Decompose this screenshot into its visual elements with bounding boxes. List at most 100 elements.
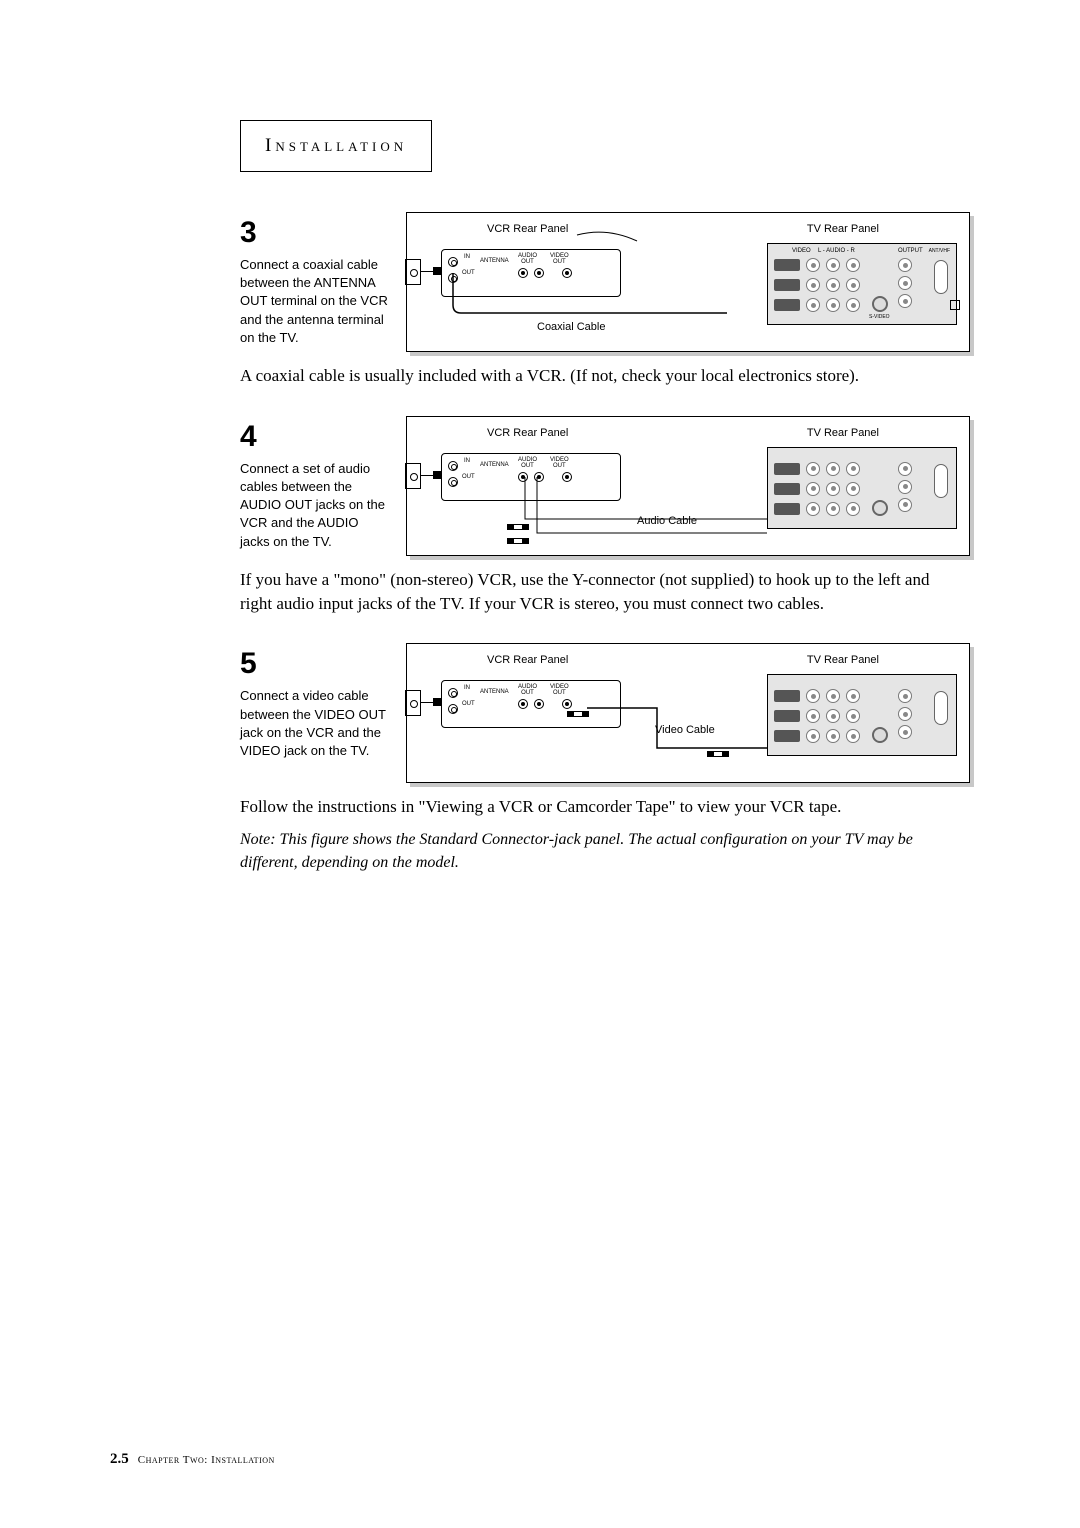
coax-cable-icon <box>447 273 747 333</box>
jack-icon <box>846 258 860 272</box>
page-number: 2.5 <box>110 1451 129 1467</box>
svideo-icon <box>872 727 888 743</box>
chip-icon <box>774 710 800 722</box>
vcr-out-label: OUT <box>462 701 475 707</box>
jack-icon <box>806 482 820 496</box>
jack-icon <box>898 276 912 290</box>
video-plug-right <box>707 744 729 762</box>
jack-icon <box>898 462 912 476</box>
jack-icon <box>846 729 860 743</box>
jack-icon <box>846 502 860 516</box>
output-col <box>898 462 912 512</box>
step-3-diagram: VCR Rear Panel TV Rear Panel IN ANTENNA … <box>406 212 970 352</box>
output-col <box>898 689 912 739</box>
step-3-text: 3 Connect a coaxial cable between the AN… <box>240 212 390 352</box>
jack-icon <box>826 258 840 272</box>
cable-plug-icon <box>433 471 441 479</box>
jack-icon <box>846 709 860 723</box>
vcr-out-label: OUT <box>462 474 475 480</box>
chapter-label: Chapter Two: Installation <box>138 1454 275 1466</box>
jack-icon <box>898 480 912 494</box>
vcr-video-label: VIDEO OUT <box>550 457 569 469</box>
step-5-number: 5 <box>240 643 390 685</box>
jack-icon <box>846 482 860 496</box>
tv-row-3 <box>774 298 860 312</box>
jack-icon <box>826 482 840 496</box>
jack-icon <box>846 462 860 476</box>
text-after-step-3: A coaxial cable is usually included with… <box>240 364 960 388</box>
text-after-step-5: Follow the instructions in "Viewing a VC… <box>240 795 960 819</box>
text-after-step-4: If you have a "mono" (non-stereo) VCR, u… <box>240 568 960 616</box>
coax-out-icon <box>448 701 458 719</box>
step-4-diagram: VCR Rear Panel TV Rear Panel IN ANTENNA … <box>406 416 970 556</box>
tv-hdr-video: VIDEO <box>792 248 811 254</box>
page: Installation 3 Connect a coaxial cable b… <box>0 0 1080 1528</box>
vcr-ant-label: ANTENNA <box>480 258 509 264</box>
tv-panel: VIDEO L - AUDIO - R OUTPUT <box>767 243 957 325</box>
jack-icon <box>826 462 840 476</box>
step-3: 3 Connect a coaxial cable between the AN… <box>240 212 970 352</box>
wall-plate-icon <box>405 259 421 285</box>
audio-cable-icon <box>517 477 777 547</box>
tv-row-2 <box>774 482 860 496</box>
jack-icon <box>806 278 820 292</box>
chip-icon <box>774 730 800 742</box>
vcr-audio-label: AUDIO OUT <box>518 684 537 696</box>
tv-row-3 <box>774 729 860 743</box>
jack-icon <box>898 498 912 512</box>
jack-icon <box>826 502 840 516</box>
jack-icon <box>898 258 912 272</box>
step-5-text: 5 Connect a video cable between the VIDE… <box>240 643 390 783</box>
svideo-icon <box>872 500 888 516</box>
audio-r-jack-icon <box>534 699 544 709</box>
tv-panel <box>767 674 957 756</box>
vcr-rear-label: VCR Rear Panel <box>487 654 568 666</box>
jack-icon <box>806 729 820 743</box>
vcr-audio-label: AUDIO OUT <box>518 457 537 469</box>
step-4-number: 4 <box>240 416 390 458</box>
tv-rear-label: TV Rear Panel <box>807 654 879 666</box>
input2-chip-icon <box>774 279 800 291</box>
jack-icon <box>806 258 820 272</box>
vcr-rear-label: VCR Rear Panel <box>487 427 568 439</box>
jack-icon <box>898 707 912 721</box>
step-4: 4 Connect a set of audio cables between … <box>240 416 970 556</box>
jack-icon <box>898 294 912 308</box>
vcr-ant-label: ANTENNA <box>480 462 509 468</box>
svideo-icon <box>872 296 888 312</box>
jack-icon <box>806 502 820 516</box>
jack-icon <box>826 278 840 292</box>
tv-panel <box>767 447 957 529</box>
ant-label: ANT/VHF <box>929 248 950 254</box>
step-5-diagram: VCR Rear Panel TV Rear Panel IN ANTENNA … <box>406 643 970 783</box>
note-text: Note: This figure shows the Standard Con… <box>240 829 960 874</box>
chip-icon <box>774 690 800 702</box>
tv-row-2 <box>774 709 860 723</box>
jack-icon <box>846 298 860 312</box>
input1-chip-icon <box>774 259 800 271</box>
tv-row-1 <box>774 462 860 476</box>
tv-rear-label: TV Rear Panel <box>807 427 879 439</box>
tv-row-1 <box>774 689 860 703</box>
cable-plug-icon <box>433 267 441 275</box>
vcr-ant-label: ANTENNA <box>480 689 509 695</box>
jack-icon <box>806 689 820 703</box>
antenna-block-icon <box>934 691 948 725</box>
antenna-block-icon <box>934 464 948 498</box>
chip-icon <box>774 483 800 495</box>
tv-hdr-audio: L - AUDIO - R <box>818 248 855 254</box>
tv-rear-label: TV Rear Panel <box>807 223 879 235</box>
step-4-text: 4 Connect a set of audio cables between … <box>240 416 390 556</box>
jack-icon <box>898 725 912 739</box>
ant-connector-icon <box>950 300 960 310</box>
jack-icon <box>846 278 860 292</box>
page-footer: 2.5 Chapter Two: Installation <box>110 1451 275 1468</box>
svideo-label: S-VIDEO <box>869 314 890 320</box>
audio-l-jack-icon <box>518 699 528 709</box>
tv-hdr-output: OUTPUT <box>898 248 923 254</box>
chip-icon <box>774 503 800 515</box>
vcr-in-label: IN <box>464 685 470 691</box>
vcr-video-label: VIDEO OUT <box>550 684 569 696</box>
jack-icon <box>826 689 840 703</box>
cable-plug-icon <box>433 698 441 706</box>
